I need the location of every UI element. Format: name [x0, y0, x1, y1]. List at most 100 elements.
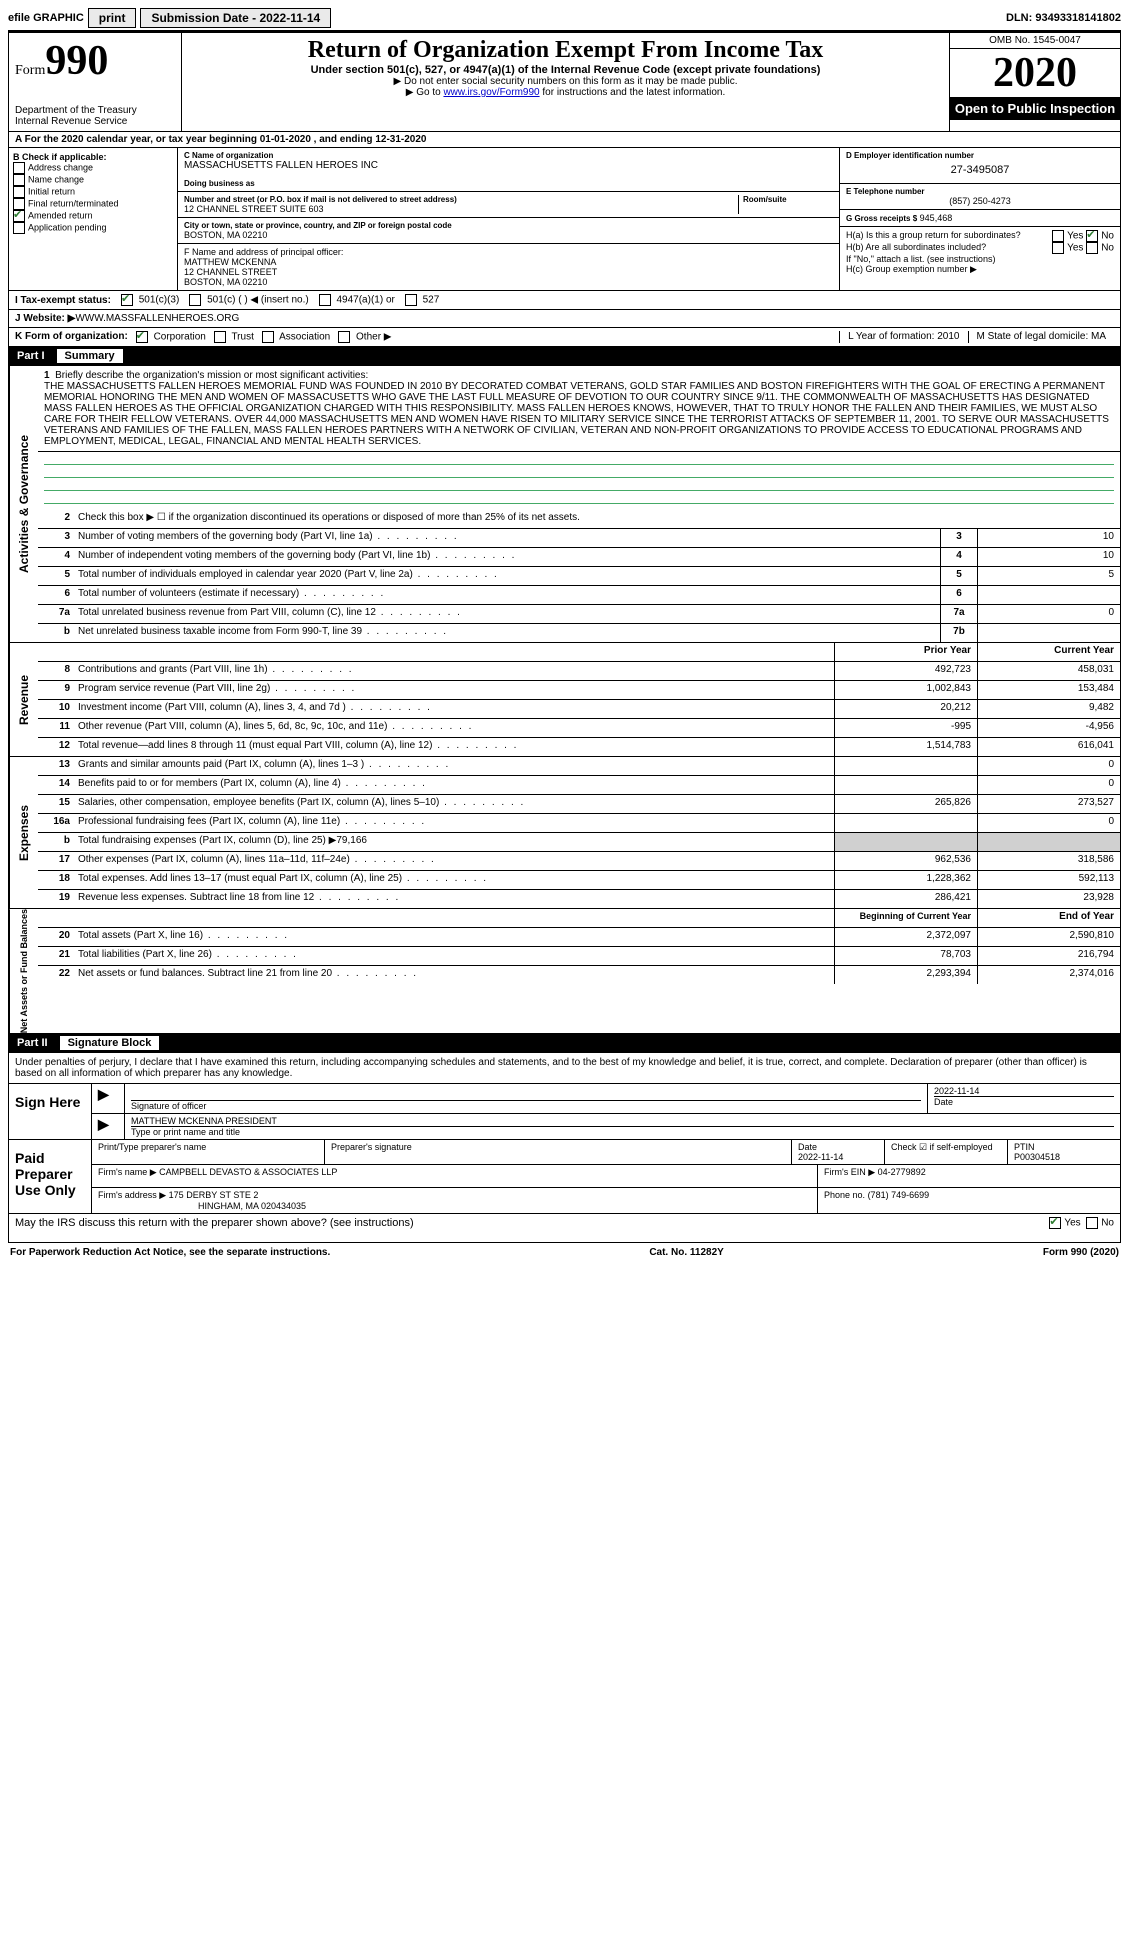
checkbox-527[interactable]: 527 [405, 294, 439, 306]
table-row: 3Number of voting members of the governi… [38, 529, 1120, 548]
checkbox-501c[interactable]: 501(c) ( ) ◀ (insert no.) [189, 294, 308, 306]
column-header-row: Prior Year Current Year [38, 643, 1120, 662]
table-row: 5Total number of individuals employed in… [38, 567, 1120, 586]
checkbox-association[interactable]: Association [262, 331, 330, 343]
right-info-block: D Employer identification number 27-3495… [840, 148, 1120, 290]
gross-receipts: 945,468 [920, 213, 953, 223]
state-domicile: M State of legal domicile: MA [968, 331, 1115, 343]
year-formation: L Year of formation: 2010 [839, 331, 967, 343]
checkbox-application-pending[interactable]: Application pending [13, 222, 173, 234]
revenue-section: Revenue Prior Year Current Year 8Contrib… [8, 643, 1121, 757]
table-row: 17Other expenses (Part IX, column (A), l… [38, 852, 1120, 871]
website-url: WWW.MASSFALLENHEROES.ORG [75, 313, 239, 324]
open-public-badge: Open to Public Inspection [950, 97, 1120, 120]
mission-block: 1 Briefly describe the organization's mi… [38, 366, 1120, 452]
ptin: P00304518 [1014, 1152, 1060, 1162]
checkbox-501c3[interactable]: 501(c)(3) [121, 294, 179, 306]
net-assets-section: Net Assets or Fund Balances Beginning of… [8, 909, 1121, 1034]
table-row: 22Net assets or fund balances. Subtract … [38, 966, 1120, 984]
city-state-zip: BOSTON, MA 02210 [184, 230, 833, 240]
hb-yesno[interactable]: Yes No [1052, 242, 1114, 254]
omb-number: OMB No. 1545-0047 [950, 33, 1120, 49]
firm-address: 175 DERBY ST STE 2 [169, 1190, 259, 1200]
officer-printed-name: MATTHEW MCKENNA PRESIDENT [131, 1116, 277, 1126]
form-number-block: Form990 Department of the Treasury Inter… [9, 33, 182, 131]
table-row: 16aProfessional fundraising fees (Part I… [38, 814, 1120, 833]
table-row: 9Program service revenue (Part VIII, lin… [38, 681, 1120, 700]
side-label-ag: Activities & Governance [9, 366, 38, 642]
officer-name: MATTHEW MCKENNA [184, 257, 829, 267]
street-address: 12 CHANNEL STREET SUITE 603 [184, 204, 738, 214]
firm-name: CAMPBELL DEVASTO & ASSOCIATES LLP [159, 1167, 337, 1177]
irs-link[interactable]: www.irs.gov/Form990 [443, 87, 539, 98]
part-1-header: Part I Summary [8, 347, 1121, 366]
submission-date-button[interactable]: Submission Date - 2022-11-14 [140, 8, 331, 28]
sign-here-label: Sign Here [9, 1083, 91, 1139]
discuss-yesno[interactable]: Yes No [1049, 1217, 1114, 1239]
ein: 27-3495087 [846, 160, 1114, 180]
part-2-header: Part II Signature Block [8, 1034, 1121, 1053]
blank-line [44, 452, 1114, 465]
checkbox-corporation[interactable]: Corporation [136, 331, 206, 343]
blank-line [44, 478, 1114, 491]
table-row: bTotal fundraising expenses (Part IX, co… [38, 833, 1120, 852]
expenses-section: Expenses 13Grants and similar amounts pa… [8, 757, 1121, 909]
table-row: 12Total revenue—add lines 8 through 11 (… [38, 738, 1120, 756]
box-c: C Name of organization MASSACHUSETTS FAL… [178, 148, 840, 290]
side-label-expenses: Expenses [9, 757, 38, 908]
checkbox-other[interactable]: Other ▶ [338, 331, 391, 343]
blank-line [44, 465, 1114, 478]
form-version: Form 990 (2020) [1043, 1247, 1119, 1258]
form-header: Form990 Department of the Treasury Inter… [8, 32, 1121, 132]
arrow-icon: ▶ [98, 1116, 109, 1132]
self-employed-check[interactable]: Check ☑ if self-employed [885, 1140, 1008, 1164]
form-title-block: Return of Organization Exempt From Incom… [182, 33, 949, 131]
org-name: MASSACHUSETTS FALLEN HEROES INC [184, 160, 833, 171]
tax-year: 2020 [950, 49, 1120, 97]
column-header-row: Beginning of Current Year End of Year [38, 909, 1120, 928]
checkbox-initial-return[interactable]: Initial return [13, 186, 173, 198]
catalog-number: Cat. No. 11282Y [649, 1247, 723, 1258]
perjury-declaration: Under penalties of perjury, I declare th… [9, 1053, 1120, 1083]
ha-yesno[interactable]: Yes No [1052, 230, 1114, 242]
sig-date: 2022-11-14 [934, 1086, 979, 1096]
year-block: OMB No. 1545-0047 2020 Open to Public In… [949, 33, 1120, 131]
form-title: Return of Organization Exempt From Incom… [190, 37, 941, 64]
ssn-note: ▶ Do not enter social security numbers o… [190, 76, 941, 87]
blank-line [44, 491, 1114, 504]
website-row: J Website: ▶ WWW.MASSFALLENHEROES.ORG [8, 310, 1121, 328]
table-row: 13Grants and similar amounts paid (Part … [38, 757, 1120, 776]
efile-label: efile GRAPHIC [8, 12, 84, 24]
activities-governance-section: Activities & Governance 1 Briefly descri… [8, 366, 1121, 643]
table-row: 15Salaries, other compensation, employee… [38, 795, 1120, 814]
form-of-org-row: K Form of organization: Corporation Trus… [8, 328, 1121, 347]
table-row: 18Total expenses. Add lines 13–17 (must … [38, 871, 1120, 890]
checkbox-amended-return[interactable]: Amended return [13, 210, 173, 222]
firm-phone: (781) 749-6699 [868, 1190, 930, 1200]
tax-exempt-status-row: I Tax-exempt status: 501(c)(3) 501(c) ( … [8, 291, 1121, 310]
checkbox-name-change[interactable]: Name change [13, 174, 173, 186]
box-b: B Check if applicable: Address change Na… [9, 148, 178, 290]
form-subtitle: Under section 501(c), 527, or 4947(a)(1)… [190, 64, 941, 76]
paperwork-notice: For Paperwork Reduction Act Notice, see … [10, 1247, 330, 1258]
table-row: 19Revenue less expenses. Subtract line 1… [38, 890, 1120, 908]
paid-preparer-label: Paid Preparer Use Only [9, 1139, 91, 1213]
checkbox-trust[interactable]: Trust [214, 331, 254, 343]
dept-label: Department of the Treasury Internal Reve… [15, 105, 175, 127]
tax-period: A For the 2020 calendar year, or tax yea… [8, 132, 1121, 148]
top-bar: efile GRAPHIC print Submission Date - 20… [8, 8, 1121, 32]
table-row: bNet unrelated business taxable income f… [38, 624, 1120, 642]
table-row: 4Number of independent voting members of… [38, 548, 1120, 567]
side-label-net: Net Assets or Fund Balances [9, 909, 38, 1033]
link-note: ▶ Go to www.irs.gov/Form990 for instruct… [190, 87, 941, 98]
firm-ein: 04-2779892 [878, 1167, 926, 1177]
table-row: 6Total number of volunteers (estimate if… [38, 586, 1120, 605]
checkbox-final-return[interactable]: Final return/terminated [13, 198, 173, 210]
signature-section: Under penalties of perjury, I declare th… [8, 1053, 1121, 1243]
print-button[interactable]: print [88, 8, 137, 28]
checkbox-4947[interactable]: 4947(a)(1) or [319, 294, 395, 306]
checkbox-address-change[interactable]: Address change [13, 162, 173, 174]
page-footer: For Paperwork Reduction Act Notice, see … [8, 1243, 1121, 1262]
table-row: 8Contributions and grants (Part VIII, li… [38, 662, 1120, 681]
table-row: 21Total liabilities (Part X, line 26)78,… [38, 947, 1120, 966]
